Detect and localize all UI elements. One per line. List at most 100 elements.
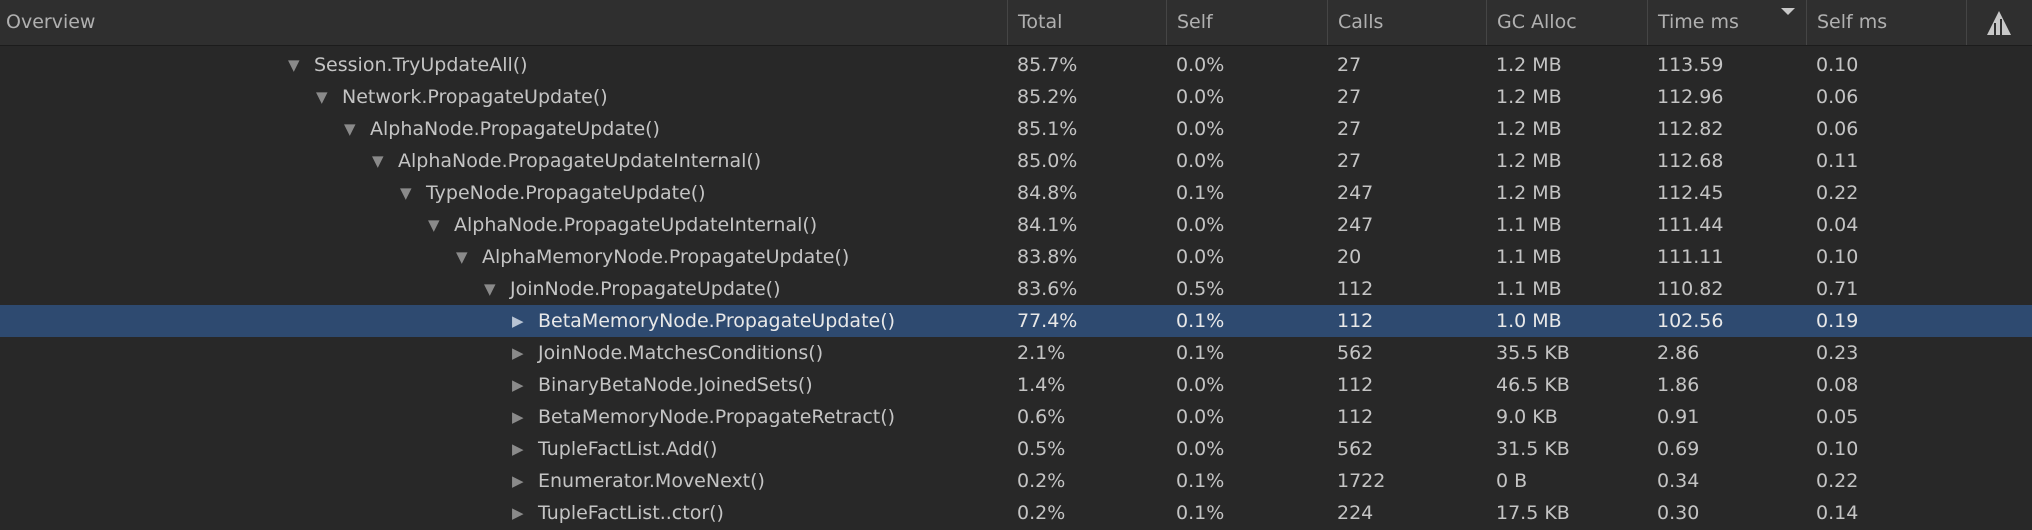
tree-row[interactable]: ▶ TupleFactList..ctor() 0.2% 0.1% 224 17.5 KB…	[0, 497, 2032, 529]
metric-cell: 113.59	[1657, 54, 1724, 76]
collapse-arrow[interactable]: ▼	[456, 248, 468, 266]
metric-cell: 85.7%	[1017, 54, 1078, 76]
metric-cell: 1.0 MB	[1496, 310, 1562, 332]
metric-cell: 1.86	[1657, 374, 1700, 396]
expand-arrow[interactable]: ▶	[512, 504, 524, 522]
tree-row[interactable]: ▶ BetaMemoryNode.PropagateUpdate() 77.4% 0.…	[0, 305, 2032, 337]
expand-arrow[interactable]: ▶	[512, 440, 524, 458]
tree-row[interactable]: ▶ Enumerator.MoveNext() 0.2% 0.1% 1722 0 B 0.3…	[0, 465, 2032, 497]
tree-row[interactable]: ▼ AlphaMemoryNode.PropagateUpdate() 83.8% 0…	[0, 241, 2032, 273]
metric-cell: 83.8%	[1017, 246, 1078, 268]
tree-row[interactable]: ▶ JoinNode.MatchesConditions() 2.1% 0.1% 562…	[0, 337, 2032, 369]
metric-cell: 0.1%	[1176, 502, 1225, 524]
tree-row[interactable]: ▼ TypeNode.PropagateUpdate() 84.8% 0.1% 247 1…	[0, 177, 2032, 209]
metric-cell: 1722	[1337, 470, 1386, 492]
column-header[interactable]: GC Alloc	[1486, 0, 1647, 45]
chart-toggle[interactable]	[1966, 0, 2032, 45]
metric-cell: 46.5 KB	[1496, 374, 1570, 396]
function-name: Network.PropagateUpdate()	[342, 86, 608, 108]
metric-cell: 112	[1337, 310, 1374, 332]
expand-arrow[interactable]: ▶	[512, 312, 524, 330]
sort-indicator	[1781, 8, 1795, 15]
metric-cell: 0.22	[1816, 470, 1859, 492]
metric-cell: 85.2%	[1017, 86, 1078, 108]
metric-cell: 0.0%	[1176, 438, 1225, 460]
tree-row[interactable]: ▼ AlphaNode.PropagateUpdate() 85.1% 0.0% 27 1…	[0, 113, 2032, 145]
metric-cell: 1.2 MB	[1496, 54, 1562, 76]
collapse-arrow[interactable]: ▼	[372, 152, 384, 170]
tree-row[interactable]: ▼ Network.PropagateUpdate() 85.2% 0.0% 27 1.2…	[0, 81, 2032, 113]
metric-cell: 1.4%	[1017, 374, 1066, 396]
metric-cell: 0.1%	[1176, 342, 1225, 364]
column-header[interactable]: Self	[1166, 0, 1327, 45]
metric-cell: 0.0%	[1176, 54, 1225, 76]
metric-cell: 0.71	[1816, 278, 1859, 300]
column-header[interactable]: Self ms	[1806, 0, 1966, 45]
metric-cell: 112.45	[1657, 182, 1724, 204]
function-name: Session.TryUpdateAll()	[314, 54, 528, 76]
column-header[interactable]: Time ms	[1647, 0, 1806, 45]
metric-cell: 0.2%	[1017, 470, 1066, 492]
metric-cell: 112	[1337, 278, 1374, 300]
metric-cell: 1.2 MB	[1496, 150, 1562, 172]
function-name: TupleFactList.Add()	[538, 438, 718, 460]
metric-cell: 0.2%	[1017, 502, 1066, 524]
metric-cell: 83.6%	[1017, 278, 1078, 300]
metric-cell: 112	[1337, 406, 1374, 428]
function-name: TupleFactList..ctor()	[538, 502, 724, 524]
tree-row[interactable]: ▼ JoinNode.PropagateUpdate() 83.6% 0.5% 112 1…	[0, 273, 2032, 305]
metric-cell: 112	[1337, 374, 1374, 396]
expand-arrow[interactable]: ▶	[512, 344, 524, 362]
metric-cell: 0.23	[1816, 342, 1859, 364]
metric-cell: 0.04	[1816, 214, 1859, 236]
metric-cell: 9.0 KB	[1496, 406, 1558, 428]
metric-cell: 84.8%	[1017, 182, 1078, 204]
collapse-arrow[interactable]: ▼	[288, 56, 300, 74]
metric-cell: 0.19	[1816, 310, 1859, 332]
metric-cell: 0.0%	[1176, 214, 1225, 236]
metric-cell: 0.0%	[1176, 374, 1225, 396]
tree-row[interactable]: ▼ AlphaNode.PropagateUpdateInternal() 84.1…	[0, 209, 2032, 241]
expand-arrow[interactable]: ▶	[512, 376, 524, 394]
metric-cell: 0.06	[1816, 86, 1859, 108]
metric-cell: 0.06	[1816, 118, 1859, 140]
collapse-arrow[interactable]: ▼	[344, 120, 356, 138]
expand-arrow[interactable]: ▶	[512, 472, 524, 490]
metric-cell: 1.2 MB	[1496, 118, 1562, 140]
tree-row[interactable]: ▼ AlphaNode.PropagateUpdateInternal() 85.0…	[0, 145, 2032, 177]
metric-cell: 0.1%	[1176, 310, 1225, 332]
metric-cell: 0.0%	[1176, 406, 1225, 428]
header: Overview Total Self Calls GC Alloc Time ms Sel…	[0, 0, 2032, 46]
function-name: Enumerator.MoveNext()	[538, 470, 765, 492]
function-name: JoinNode.MatchesConditions()	[538, 342, 824, 364]
metric-cell: 27	[1337, 118, 1362, 140]
collapse-arrow[interactable]: ▼	[316, 88, 328, 106]
metric-cell: 35.5 KB	[1496, 342, 1570, 364]
metric-cell: 17.5 KB	[1496, 502, 1570, 524]
column-header[interactable]: Overview	[6, 11, 96, 33]
collapse-arrow[interactable]: ▼	[400, 184, 412, 202]
metric-cell: 112.68	[1657, 150, 1724, 172]
metric-cell: 0.0%	[1176, 118, 1225, 140]
tree-row[interactable]: ▶ TupleFactList.Add() 0.5% 0.0% 562 31.5 KB 0.…	[0, 433, 2032, 465]
metric-cell: 0.34	[1657, 470, 1700, 492]
column-header[interactable]: Total	[1007, 0, 1166, 45]
column-header[interactable]: Calls	[1327, 0, 1486, 45]
metric-cell: 1.1 MB	[1496, 246, 1562, 268]
expand-arrow[interactable]: ▶	[512, 408, 524, 426]
function-name: AlphaMemoryNode.PropagateUpdate()	[482, 246, 850, 268]
collapse-arrow[interactable]: ▼	[428, 216, 440, 234]
metric-cell: 20	[1337, 246, 1362, 268]
metric-cell: 0.10	[1816, 246, 1859, 268]
metric-cell: 1.1 MB	[1496, 278, 1562, 300]
function-name: AlphaNode.PropagateUpdateInternal()	[398, 150, 762, 172]
collapse-arrow[interactable]: ▼	[484, 280, 496, 298]
tree-row[interactable]: ▶ BinaryBetaNode.JoinedSets() 1.4% 0.0% 112 4…	[0, 369, 2032, 401]
metric-cell: 224	[1337, 502, 1374, 524]
metric-cell: 27	[1337, 54, 1362, 76]
tree-row[interactable]: ▼ Session.TryUpdateAll() 85.7% 0.0% 27 1.2 MB…	[0, 49, 2032, 81]
tree-row[interactable]: ▶ BetaMemoryNode.PropagateRetract() 0.6% 0.…	[0, 401, 2032, 433]
metric-cell: 0.22	[1816, 182, 1859, 204]
metric-cell: 84.1%	[1017, 214, 1078, 236]
